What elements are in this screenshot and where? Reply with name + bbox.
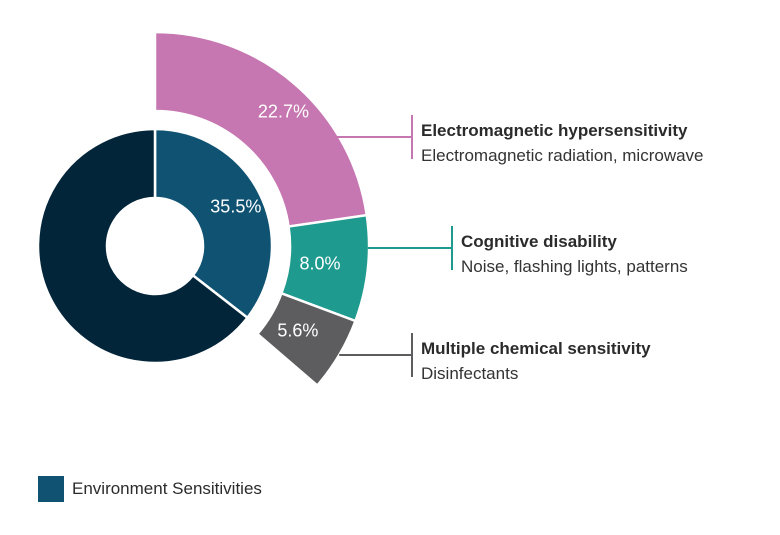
breakdown-label-chemical: 5.6% [277, 321, 318, 341]
annotation-subtitle-electromagnetic: Electromagnetic radiation, microwave [421, 146, 704, 165]
slice-label-environment: 35.5% [210, 196, 261, 216]
breakdown-slice-electromagnetic [153, 30, 369, 228]
donut-hole [107, 198, 203, 294]
breakdown-slice-chemical [255, 291, 358, 388]
annotation-subtitle-cognitive: Noise, flashing lights, patterns [461, 257, 688, 276]
legend-swatch-environment [38, 476, 64, 502]
breakdown-label-electromagnetic: 22.7% [258, 101, 309, 121]
legend-label-environment: Environment Sensitivities [72, 479, 262, 498]
legend: Environment Sensitivities [38, 476, 262, 502]
annotation-title-electromagnetic: Electromagnetic hypersensitivity [421, 121, 688, 140]
breakdown-label-cognitive: 8.0% [300, 254, 341, 274]
annotation-subtitle-chemical: Disinfectants [421, 364, 518, 383]
annotation-title-chemical: Multiple chemical sensitivity [421, 339, 651, 358]
annotation-title-cognitive: Cognitive disability [461, 232, 617, 251]
